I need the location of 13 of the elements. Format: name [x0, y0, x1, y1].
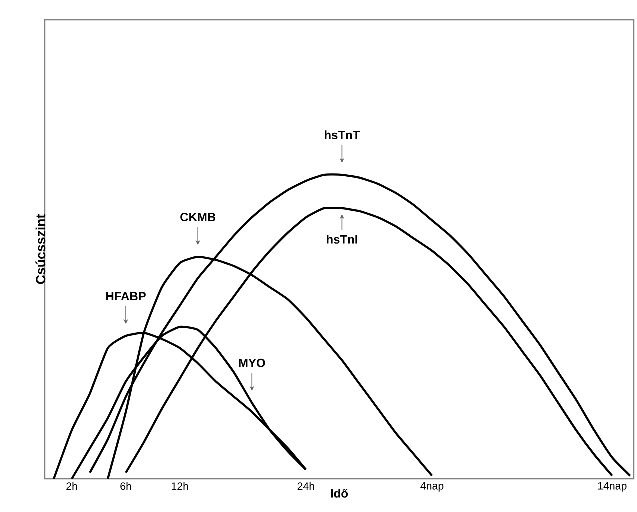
x-tick-label: 6h: [120, 482, 132, 490]
annotation: HFABP: [106, 292, 146, 301]
x-tick-label: 24h: [298, 482, 314, 490]
annotation: MYO: [239, 358, 266, 368]
x-tick-label: 12h: [172, 482, 188, 490]
x-tick-label: 4nap: [420, 482, 444, 492]
annotation: hsTnI: [327, 235, 358, 244]
x-tick-label: 14nap: [598, 482, 627, 492]
annotation: CKMB: [180, 213, 216, 222]
x-tick-label: 2h: [66, 482, 78, 490]
y-axis-title: Csúcsszint: [36, 214, 46, 284]
x-axis-title: Idő: [331, 489, 348, 498]
text: hsTnT: [325, 130, 360, 140]
